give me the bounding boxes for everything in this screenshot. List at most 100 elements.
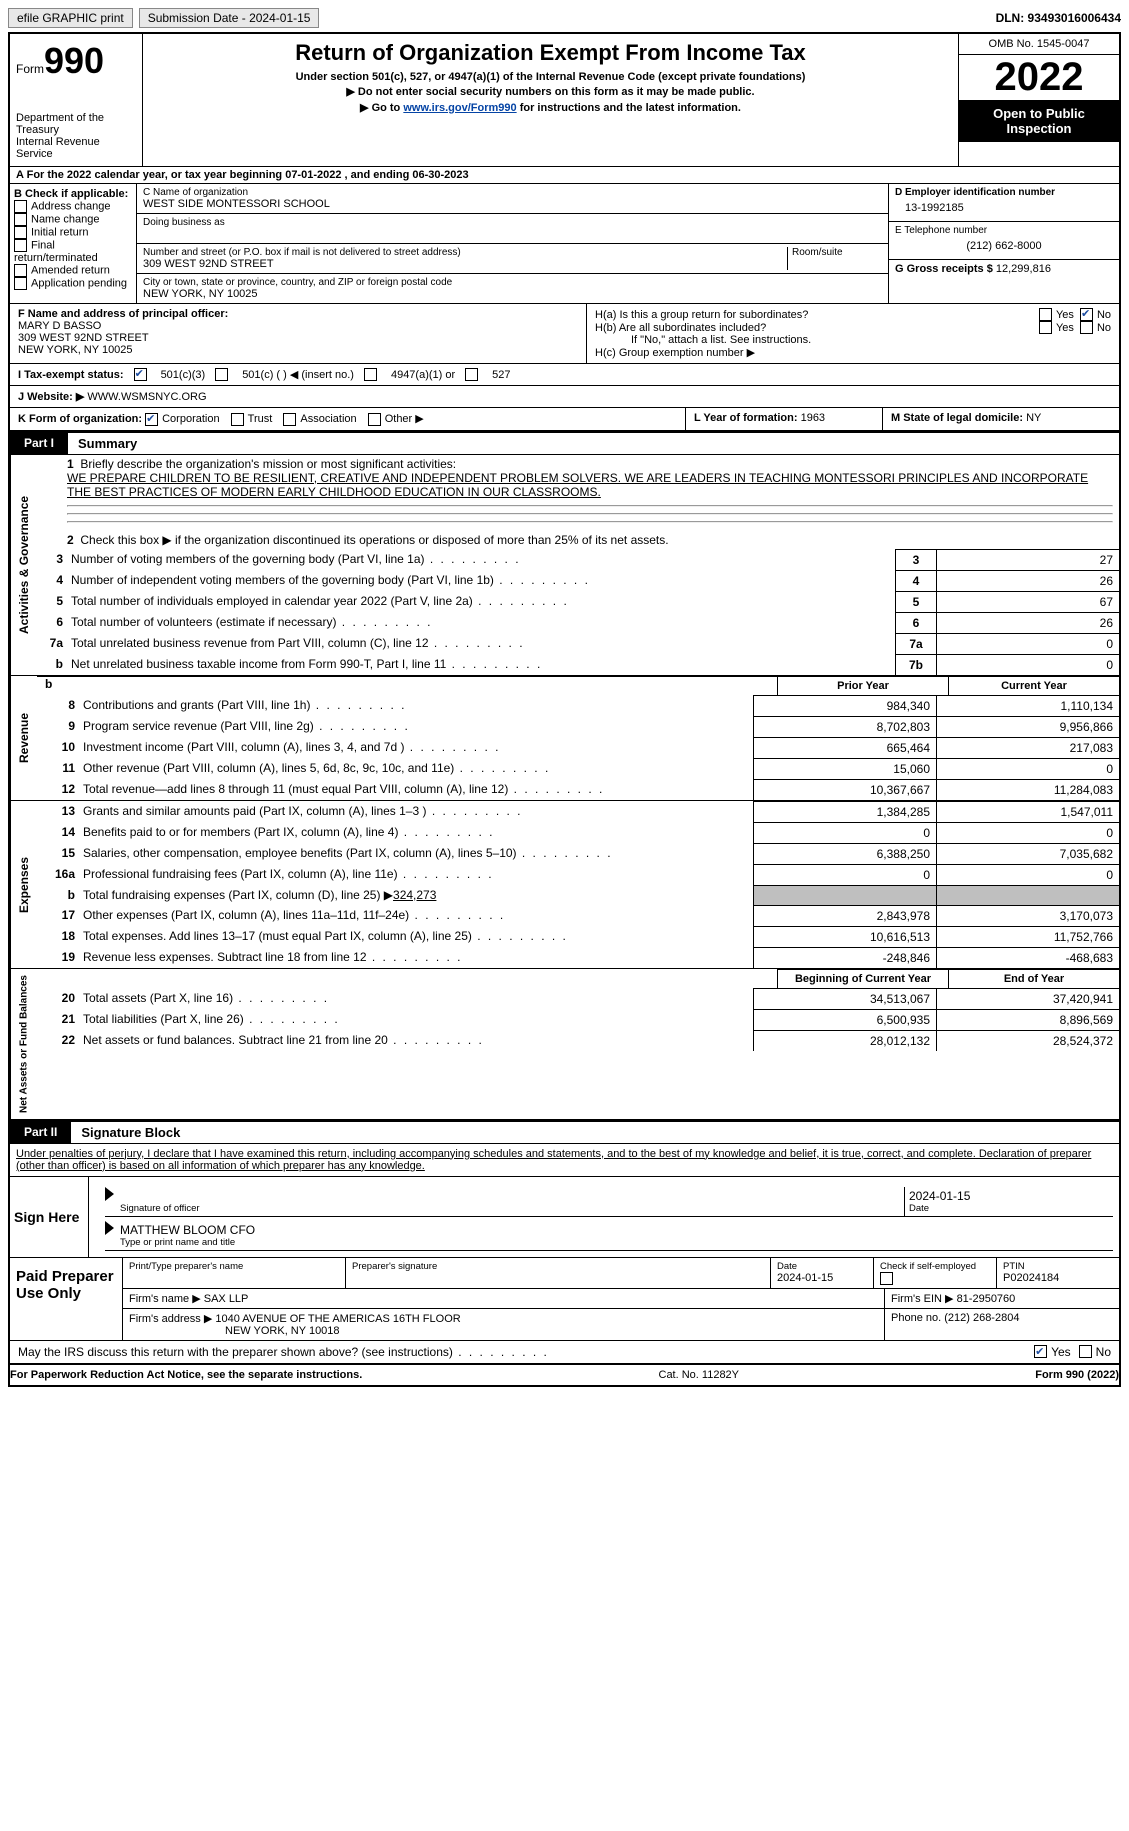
subtitle-1: Under section 501(c), 527, or 4947(a)(1)…	[151, 70, 950, 85]
city-label: City or town, state or province, country…	[143, 277, 882, 288]
discuss-with-preparer: May the IRS discuss this return with the…	[10, 1341, 1119, 1363]
chk-Hb-no[interactable]	[1080, 321, 1093, 334]
summary-line-3: 3Number of voting members of the governi…	[37, 549, 1119, 570]
line-9: 9Program service revenue (Part VIII, lin…	[37, 716, 1119, 737]
signature-declaration: Under penalties of perjury, I declare th…	[10, 1144, 1119, 1177]
chk-amended[interactable]	[14, 264, 27, 277]
section-H: H(a) Is this a group return for subordin…	[587, 304, 1119, 363]
subtitle-2: ▶ Do not enter social security numbers o…	[151, 85, 950, 100]
open-to-public: Open to Public Inspection	[959, 100, 1119, 142]
top-bar: efile GRAPHIC print Submission Date - 20…	[8, 8, 1121, 28]
form-990: Form990 Department of the Treasury Inter…	[8, 32, 1121, 1387]
dept-treasury: Department of the Treasury	[16, 112, 136, 136]
tax-year: 2022	[959, 55, 1119, 100]
side-revenue: Revenue	[10, 676, 37, 800]
state-of-domicile: M State of legal domicile: NY	[882, 408, 1119, 430]
line-18: 18Total expenses. Add lines 13–17 (must …	[37, 926, 1119, 947]
chk-Ha-yes[interactable]	[1039, 308, 1052, 321]
phone-value: (212) 662-8000	[895, 236, 1113, 256]
subtitle-3: ▶ Go to www.irs.gov/Form990 for instruct…	[151, 101, 950, 116]
part-ii-header: Part II Signature Block	[10, 1120, 1119, 1144]
dba-label: Doing business as	[143, 217, 882, 228]
line-16a: 16aProfessional fundraising fees (Part I…	[37, 864, 1119, 885]
section-K-form-org: K Form of organization: Corporation Trus…	[10, 408, 685, 430]
dln: DLN: 93493016006434	[996, 11, 1121, 25]
chk-pending[interactable]	[14, 277, 27, 290]
year-of-formation: L Year of formation: 1963	[685, 408, 882, 430]
mission-text: WE PREPARE CHILDREN TO BE RESILIENT, CRE…	[67, 471, 1088, 499]
col-beg-year: Beginning of Current Year	[777, 969, 948, 988]
submission-date: Submission Date - 2024-01-15	[139, 8, 320, 28]
ein-label: D Employer identification number	[895, 187, 1113, 198]
chk-corp[interactable]	[145, 413, 158, 426]
form990-link[interactable]: www.irs.gov/Form990	[403, 102, 516, 114]
city-state-zip: NEW YORK, NY 10025	[143, 288, 882, 300]
chk-Ha-no[interactable]	[1080, 308, 1093, 321]
side-net-assets: Net Assets or Fund Balances	[10, 969, 37, 1119]
line-8: 8Contributions and grants (Part VIII, li…	[37, 695, 1119, 716]
triangle-icon	[105, 1187, 114, 1201]
street-label: Number and street (or P.O. box if mail i…	[143, 247, 787, 258]
line-13: 13Grants and similar amounts paid (Part …	[37, 801, 1119, 822]
col-prior-year: Prior Year	[777, 676, 948, 695]
line-19: 19Revenue less expenses. Subtract line 1…	[37, 947, 1119, 968]
chk-527[interactable]	[465, 368, 478, 381]
chk-address-change[interactable]	[14, 200, 27, 213]
chk-501c3[interactable]	[134, 368, 147, 381]
chk-4947[interactable]	[364, 368, 377, 381]
line-14: 14Benefits paid to or for members (Part …	[37, 822, 1119, 843]
chk-other[interactable]	[368, 413, 381, 426]
summary-line-5: 5Total number of individuals employed in…	[37, 591, 1119, 612]
side-expenses: Expenses	[10, 801, 37, 968]
col-end-year: End of Year	[948, 969, 1119, 988]
omb-number: OMB No. 1545-0047	[959, 34, 1119, 55]
chk-self-employed[interactable]	[880, 1272, 893, 1285]
section-B-checkboxes: B Check if applicable: Address change Na…	[10, 184, 137, 303]
chk-initial[interactable]	[14, 226, 27, 239]
side-activities: Activities & Governance	[10, 455, 37, 675]
line-22: 22Net assets or fund balances. Subtract …	[37, 1030, 1119, 1051]
chk-final[interactable]	[14, 239, 27, 252]
section-I-tax-status: I Tax-exempt status: 501(c)(3) 501(c) ( …	[10, 364, 1119, 386]
form-number: Form990	[16, 40, 136, 82]
fundraising-total: 324,273	[393, 888, 436, 902]
part-i-header: Part I Summary	[10, 431, 1119, 455]
line-17: 17Other expenses (Part IX, column (A), l…	[37, 905, 1119, 926]
org-name: WEST SIDE MONTESSORI SCHOOL	[143, 198, 882, 210]
form-header: Form990 Department of the Treasury Inter…	[10, 34, 1119, 167]
ein-value: 13-1992185	[895, 198, 1113, 218]
triangle-icon	[105, 1221, 114, 1235]
efile-print-button[interactable]: efile GRAPHIC print	[8, 8, 133, 28]
summary-line-7a: 7aTotal unrelated business revenue from …	[37, 633, 1119, 654]
line-11: 11Other revenue (Part VIII, column (A), …	[37, 758, 1119, 779]
line-10: 10Investment income (Part VIII, column (…	[37, 737, 1119, 758]
chk-name-change[interactable]	[14, 213, 27, 226]
room-label: Room/suite	[792, 247, 882, 258]
dept-irs: Internal Revenue Service	[16, 136, 136, 160]
section-F-officer: F Name and address of principal officer:…	[10, 304, 587, 363]
line-12: 12Total revenue—add lines 8 through 11 (…	[37, 779, 1119, 800]
grey-cell-2	[936, 885, 1119, 905]
phone-label: E Telephone number	[895, 225, 1113, 236]
paid-preparer-block: Paid Preparer Use Only Print/Type prepar…	[10, 1258, 1119, 1341]
line-21: 21Total liabilities (Part X, line 26)6,5…	[37, 1009, 1119, 1030]
sign-here-block: Sign Here Signature of officer 2024-01-1…	[10, 1177, 1119, 1258]
line-20: 20Total assets (Part X, line 16)34,513,0…	[37, 988, 1119, 1009]
gross-receipts-label: G Gross receipts $	[895, 263, 993, 275]
grey-cell-1	[753, 885, 936, 905]
gross-receipts-value: 12,299,816	[996, 263, 1051, 275]
mission-label: Briefly describe the organization's miss…	[80, 457, 456, 471]
chk-discuss-yes[interactable]	[1034, 1345, 1047, 1358]
form-title: Return of Organization Exempt From Incom…	[151, 40, 950, 66]
line-15: 15Salaries, other compensation, employee…	[37, 843, 1119, 864]
chk-assoc[interactable]	[283, 413, 296, 426]
chk-501c[interactable]	[215, 368, 228, 381]
section-J-website: J Website: ▶ WWW.WSMSNYC.ORG	[10, 386, 1119, 407]
chk-discuss-no[interactable]	[1079, 1345, 1092, 1358]
summary-line-6: 6Total number of volunteers (estimate if…	[37, 612, 1119, 633]
chk-Hb-yes[interactable]	[1039, 321, 1052, 334]
footer: For Paperwork Reduction Act Notice, see …	[10, 1363, 1119, 1385]
col-current-year: Current Year	[948, 676, 1119, 695]
chk-trust[interactable]	[231, 413, 244, 426]
org-name-label: C Name of organization	[143, 187, 882, 198]
